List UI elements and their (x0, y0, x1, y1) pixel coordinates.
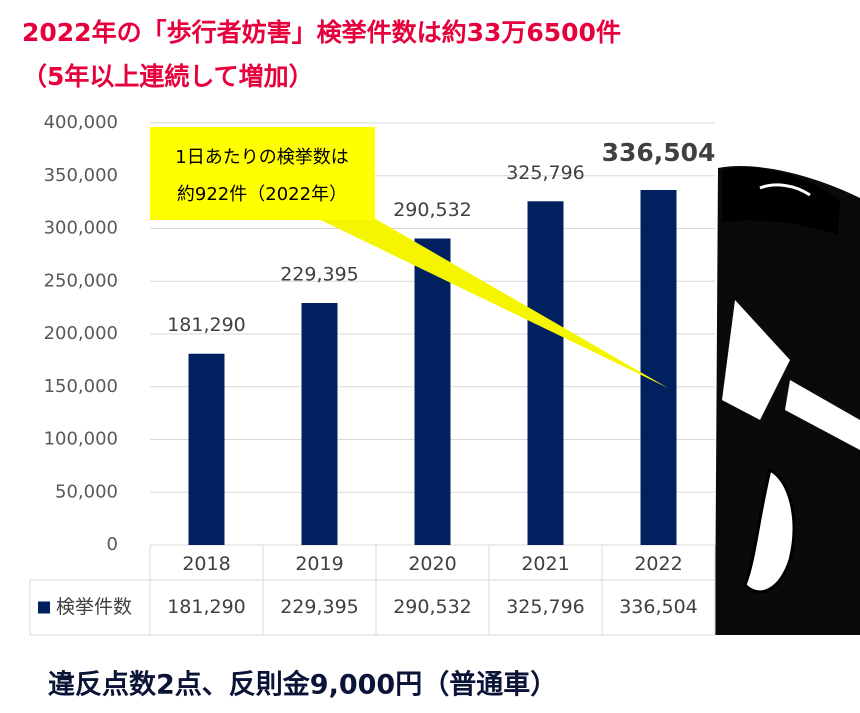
value-label: 325,796 (506, 162, 585, 184)
value-label: 229,395 (280, 263, 359, 285)
callout-tail (300, 210, 668, 388)
x-tick-label: 2020 (408, 553, 456, 575)
callout-box (150, 127, 375, 220)
bar (414, 238, 451, 545)
y-tick-label: 50,000 (55, 481, 118, 502)
legend-swatch (38, 601, 50, 614)
y-tick-label: 0 (107, 534, 118, 555)
table-value: 181,290 (167, 596, 246, 618)
callout-text: 約922件（2022年） (177, 184, 347, 205)
x-tick-label: 2022 (634, 553, 682, 575)
value-label: 181,290 (167, 314, 246, 336)
bar (527, 201, 564, 545)
officer-silhouette (715, 166, 860, 636)
table-value: 336,504 (619, 596, 698, 618)
bar (188, 353, 225, 545)
y-tick-label: 200,000 (44, 323, 118, 344)
y-tick-label: 350,000 (44, 165, 118, 186)
table-value: 229,395 (280, 596, 359, 618)
x-tick-label: 2021 (521, 553, 569, 575)
bar (640, 189, 677, 545)
callout-text: 1日あたりの検挙数は (175, 147, 348, 168)
y-tick-label: 250,000 (44, 270, 118, 291)
y-tick-label: 300,000 (44, 218, 118, 239)
value-label: 336,504 (602, 138, 716, 167)
x-tick-label: 2018 (182, 553, 230, 575)
y-tick-label: 400,000 (44, 112, 118, 133)
legend-label: 検挙件数 (56, 596, 132, 618)
y-tick-label: 100,000 (44, 429, 118, 450)
chart-subtitle: （5年以上連続して増加） (22, 62, 314, 91)
table-value: 290,532 (393, 596, 472, 618)
table-value: 325,796 (506, 596, 585, 618)
bar (301, 302, 338, 545)
footer-note: 違反点数2点、反則金9,000円（普通車） (48, 669, 557, 701)
value-label: 290,532 (393, 199, 472, 221)
chart-title: 2022年の「歩行者妨害」検挙件数は約33万6500件 (22, 18, 621, 47)
y-tick-label: 150,000 (44, 376, 118, 397)
x-tick-label: 2019 (295, 553, 343, 575)
